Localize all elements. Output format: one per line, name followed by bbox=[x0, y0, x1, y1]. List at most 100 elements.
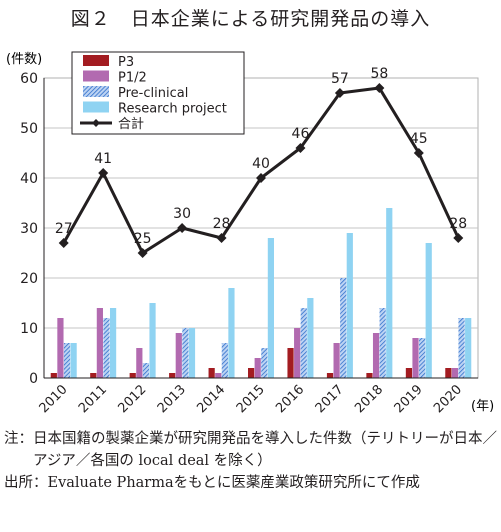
total-marker bbox=[374, 83, 385, 93]
total-data-label: 46 bbox=[292, 126, 310, 142]
y-tick-label: 0 bbox=[29, 371, 38, 387]
bar-p3 bbox=[326, 373, 334, 378]
bar-p1-2 bbox=[451, 368, 459, 378]
bar-p3 bbox=[405, 368, 413, 378]
source-text: Evaluate Pharmaをもとに医薬産業政策研究所にて作成 bbox=[47, 475, 420, 491]
bar-p1-2 bbox=[215, 373, 222, 378]
total-marker bbox=[334, 88, 345, 98]
legend-label: Pre-clinical bbox=[118, 86, 188, 101]
bar-p3 bbox=[287, 348, 294, 378]
bar-pre-clinical bbox=[300, 308, 307, 378]
bar-research-project bbox=[307, 298, 314, 378]
bar-pre-clinical bbox=[419, 338, 426, 378]
y-tick-label: 60 bbox=[20, 71, 38, 87]
bar-research-project bbox=[70, 343, 77, 378]
legend-label: P3 bbox=[118, 55, 134, 70]
bar-research-project bbox=[386, 208, 393, 378]
legend-marker bbox=[92, 119, 100, 127]
x-tick-label: 2012 bbox=[115, 382, 149, 416]
x-tick-label: 2010 bbox=[37, 382, 71, 416]
total-data-label: 58 bbox=[370, 66, 388, 82]
note-row: 注： 日本国籍の製薬企業が研究開発品を導入した件数（テリトリーが日本／アジア／各… bbox=[4, 428, 498, 472]
legend-swatch bbox=[83, 55, 109, 66]
bar-p3 bbox=[169, 373, 176, 378]
legend-swatch bbox=[83, 86, 109, 97]
total-marker bbox=[295, 143, 306, 153]
x-unit-label: (年) bbox=[471, 399, 494, 414]
legend-label: P1/2 bbox=[118, 71, 147, 86]
bar-p3 bbox=[445, 368, 452, 378]
bar-p1-2 bbox=[96, 308, 103, 378]
y-tick-label: 50 bbox=[20, 121, 38, 137]
y-unit-label: (件数) bbox=[6, 52, 42, 67]
x-tick-label: 2016 bbox=[273, 382, 307, 416]
x-tick-label: 2011 bbox=[76, 382, 110, 416]
x-tick-label: 2015 bbox=[234, 382, 268, 416]
total-marker bbox=[413, 148, 424, 158]
bar-pre-clinical bbox=[142, 363, 150, 378]
bar-research-project bbox=[346, 233, 353, 378]
x-tick-label: 2014 bbox=[194, 382, 228, 416]
total-data-label: 45 bbox=[410, 131, 428, 147]
bar-pre-clinical bbox=[261, 348, 268, 378]
x-tick-label: 2019 bbox=[392, 382, 426, 416]
x-tick-label: 2018 bbox=[352, 382, 386, 416]
bar-p1-2 bbox=[57, 318, 64, 378]
source-row: 出所： Evaluate Pharmaをもとに医薬産業政策研究所にて作成 bbox=[4, 472, 498, 494]
bar-p3 bbox=[129, 373, 136, 378]
total-data-label: 27 bbox=[55, 221, 73, 237]
chart-title: 図２ 日本企業による研究開発品の導入 bbox=[70, 8, 431, 30]
note-label: 注： bbox=[4, 431, 33, 447]
total-data-label: 28 bbox=[449, 216, 467, 232]
bar-pre-clinical bbox=[63, 343, 71, 378]
bar-p1-2 bbox=[372, 333, 380, 378]
total-data-label: 25 bbox=[134, 231, 152, 247]
legend-label: Research project bbox=[118, 102, 227, 117]
total-marker bbox=[58, 238, 69, 248]
bar-p1-2 bbox=[175, 333, 182, 378]
footnotes: 注： 日本国籍の製薬企業が研究開発品を導入した件数（テリトリーが日本／アジア／各… bbox=[4, 428, 498, 494]
total-data-label: 41 bbox=[94, 151, 112, 167]
source-label: 出所： bbox=[4, 475, 48, 491]
bar-pre-clinical bbox=[379, 308, 386, 378]
total-marker bbox=[216, 233, 227, 243]
bar-research-project bbox=[425, 243, 432, 378]
total-marker bbox=[98, 168, 109, 178]
bar-p1-2 bbox=[136, 348, 143, 378]
legend-swatch bbox=[83, 101, 109, 113]
total-marker bbox=[137, 248, 148, 258]
bar-p1-2 bbox=[254, 358, 261, 378]
bar-pre-clinical bbox=[458, 318, 465, 378]
legend-swatch bbox=[83, 70, 109, 82]
bar-research-project bbox=[149, 303, 156, 378]
x-tick-label: 2020 bbox=[431, 382, 465, 416]
y-tick-label: 10 bbox=[20, 321, 38, 337]
bar-p1-2 bbox=[412, 338, 419, 378]
bar-p3 bbox=[248, 368, 255, 378]
bar-p3 bbox=[50, 373, 57, 378]
y-tick-label: 20 bbox=[20, 271, 38, 287]
bar-research-project bbox=[228, 288, 235, 378]
bar-p1-2 bbox=[333, 343, 340, 378]
bar-pre-clinical bbox=[221, 343, 228, 378]
x-tick-label: 2013 bbox=[155, 382, 189, 416]
y-tick-label: 30 bbox=[20, 221, 38, 237]
total-marker bbox=[177, 223, 188, 233]
total-data-label: 28 bbox=[213, 216, 231, 232]
bar-research-project bbox=[109, 308, 117, 378]
total-marker bbox=[256, 173, 266, 183]
bar-p3 bbox=[90, 373, 97, 378]
total-data-label: 57 bbox=[331, 71, 349, 87]
total-data-label: 30 bbox=[173, 206, 191, 222]
total-data-label: 40 bbox=[252, 156, 270, 172]
note-text: 日本国籍の製薬企業が研究開発品を導入した件数（テリトリーが日本／アジア／各国の … bbox=[33, 431, 497, 469]
bar-pre-clinical bbox=[103, 318, 110, 378]
legend-label: 合計 bbox=[118, 116, 144, 132]
bar-p3 bbox=[208, 368, 215, 378]
bar-p3 bbox=[366, 373, 373, 378]
x-tick-label: 2017 bbox=[313, 382, 347, 416]
bar-research-project bbox=[465, 318, 472, 378]
total-marker bbox=[453, 233, 464, 243]
bar-research-project bbox=[188, 328, 196, 378]
